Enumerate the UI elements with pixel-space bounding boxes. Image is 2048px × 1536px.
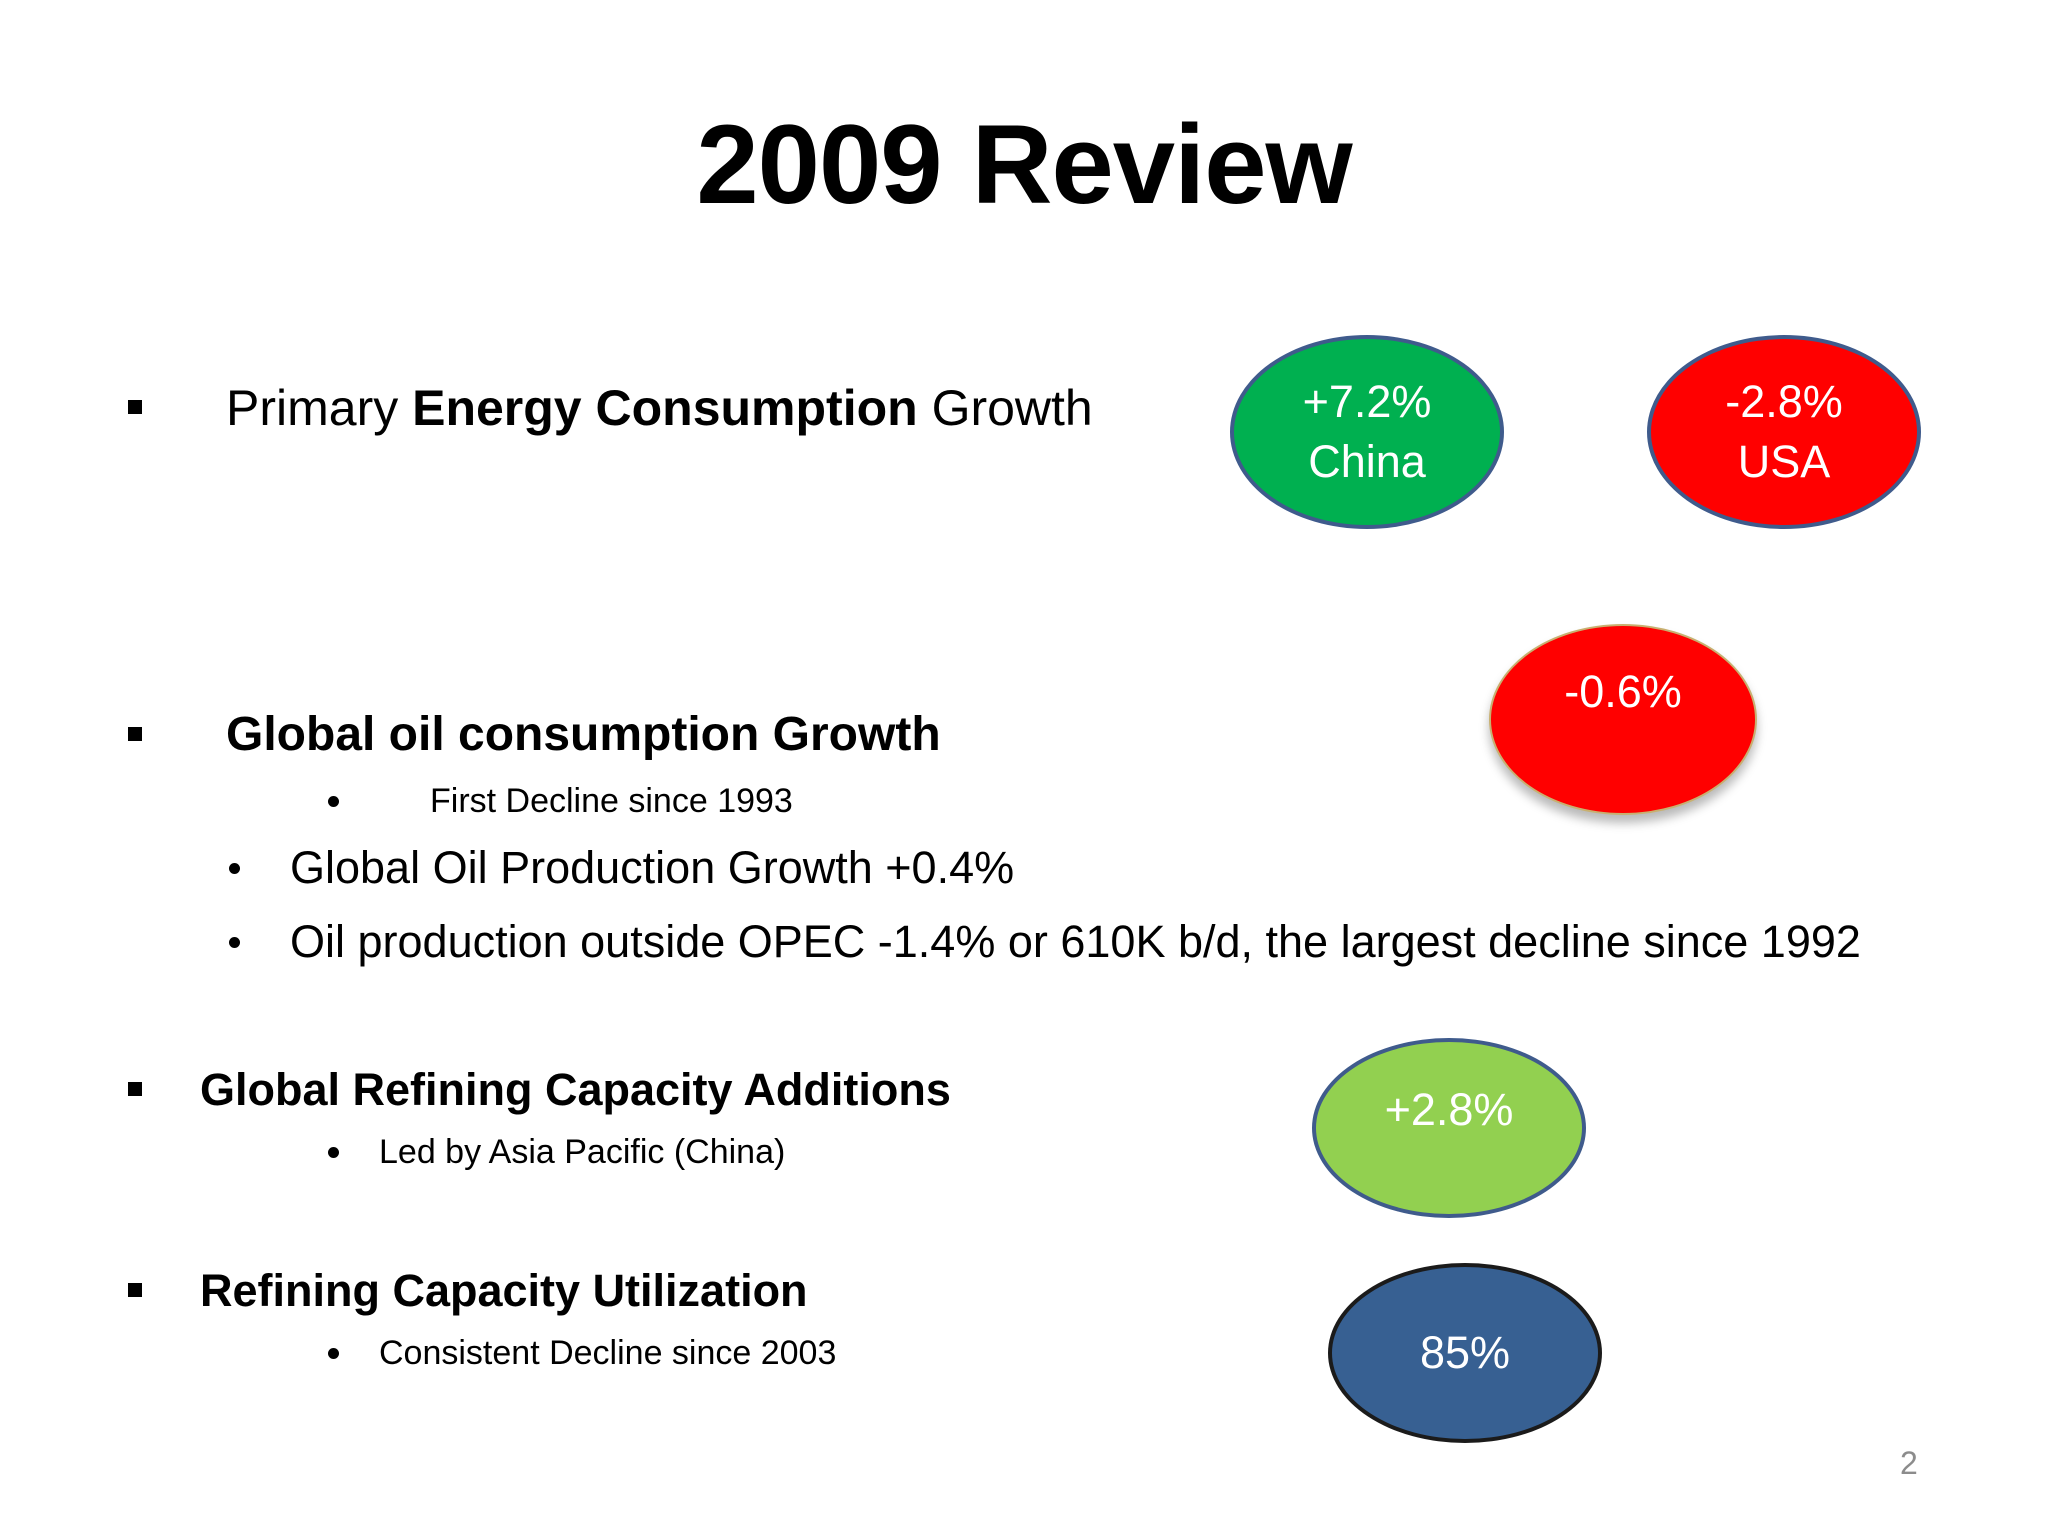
round-bullet-icon bbox=[229, 863, 240, 874]
refining-additions-heading: Global Refining Capacity Additions bbox=[200, 1064, 951, 1115]
energy-heading-bold: Energy Consumption bbox=[412, 380, 918, 436]
round-bullet-icon bbox=[328, 1147, 339, 1158]
square-bullet-icon bbox=[128, 400, 142, 414]
square-bullet-icon bbox=[128, 1283, 142, 1297]
non-opec-production-item: Oil production outside OPEC -1.4% or 610… bbox=[290, 916, 1861, 967]
square-bullet-icon bbox=[128, 1082, 142, 1096]
usa-label: USA bbox=[1737, 436, 1831, 487]
refining-additions-badge: +2.8% bbox=[1312, 1038, 1586, 1218]
round-bullet-icon bbox=[328, 1348, 339, 1359]
oil-consumption-value: -0.6% bbox=[1564, 666, 1682, 717]
energy-consumption-heading: Primary Energy Consumption Growth bbox=[226, 378, 1093, 438]
oil-consumption-badge: -0.6% bbox=[1489, 624, 1757, 815]
china-growth-badge: +7.2% China bbox=[1230, 335, 1504, 529]
utilization-heading: Refining Capacity Utilization bbox=[200, 1265, 808, 1316]
utilization-subnote: Consistent Decline since 2003 bbox=[379, 1334, 837, 1372]
energy-heading-suffix: Growth bbox=[917, 380, 1093, 436]
energy-heading-prefix: Primary bbox=[226, 380, 413, 436]
refining-additions-subnote: Led by Asia Pacific (China) bbox=[379, 1133, 786, 1171]
page-number: 2 bbox=[1900, 1445, 1918, 1481]
china-label: China bbox=[1308, 436, 1426, 487]
slide-title: 2009 Review bbox=[696, 102, 1352, 227]
square-bullet-icon bbox=[128, 727, 142, 741]
usa-growth-badge: -2.8% USA bbox=[1647, 335, 1921, 529]
china-growth-value: +7.2% bbox=[1302, 376, 1432, 427]
round-bullet-icon bbox=[229, 937, 240, 948]
oil-production-growth-item: Global Oil Production Growth +0.4% bbox=[290, 842, 1015, 893]
round-bullet-icon bbox=[328, 796, 339, 807]
utilization-badge: 85% bbox=[1328, 1263, 1602, 1443]
oil-consumption-subnote: First Decline since 1993 bbox=[430, 782, 793, 820]
refining-additions-value: +2.8% bbox=[1384, 1084, 1514, 1135]
usa-growth-value: -2.8% bbox=[1725, 376, 1843, 427]
oil-consumption-heading: Global oil consumption Growth bbox=[226, 708, 941, 761]
utilization-value: 85% bbox=[1419, 1327, 1511, 1378]
